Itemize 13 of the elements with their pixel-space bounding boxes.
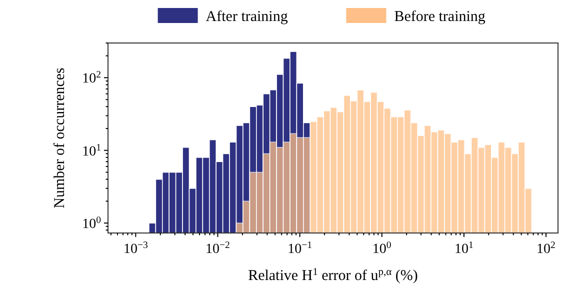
y-tick-label: 10$^{1}$ <box>82 142 102 160</box>
legend-label: After training <box>206 9 288 25</box>
y-tick-label: 10$^{2}$ <box>82 69 102 87</box>
x-tick-label: 10$^{0}$ <box>372 240 392 257</box>
y-axis-title: Number of occurrences <box>52 67 68 208</box>
y-tick-label: 10$^{0}$ <box>82 214 102 232</box>
x-axis-title: Relative H$^{1}$ error of u$^{p,α}$ (%) <box>248 266 418 284</box>
x-tick-label: 10$^{−3}$ <box>123 240 148 257</box>
x-tick-label: 10$^{2}$ <box>536 240 556 257</box>
x-tick-label: 10$^{1}$ <box>454 240 474 257</box>
legend-label: Before training <box>394 9 486 25</box>
x-tick-label: 10$^{−1}$ <box>288 240 312 257</box>
x-tick-label: 10$^{−2}$ <box>206 240 230 257</box>
